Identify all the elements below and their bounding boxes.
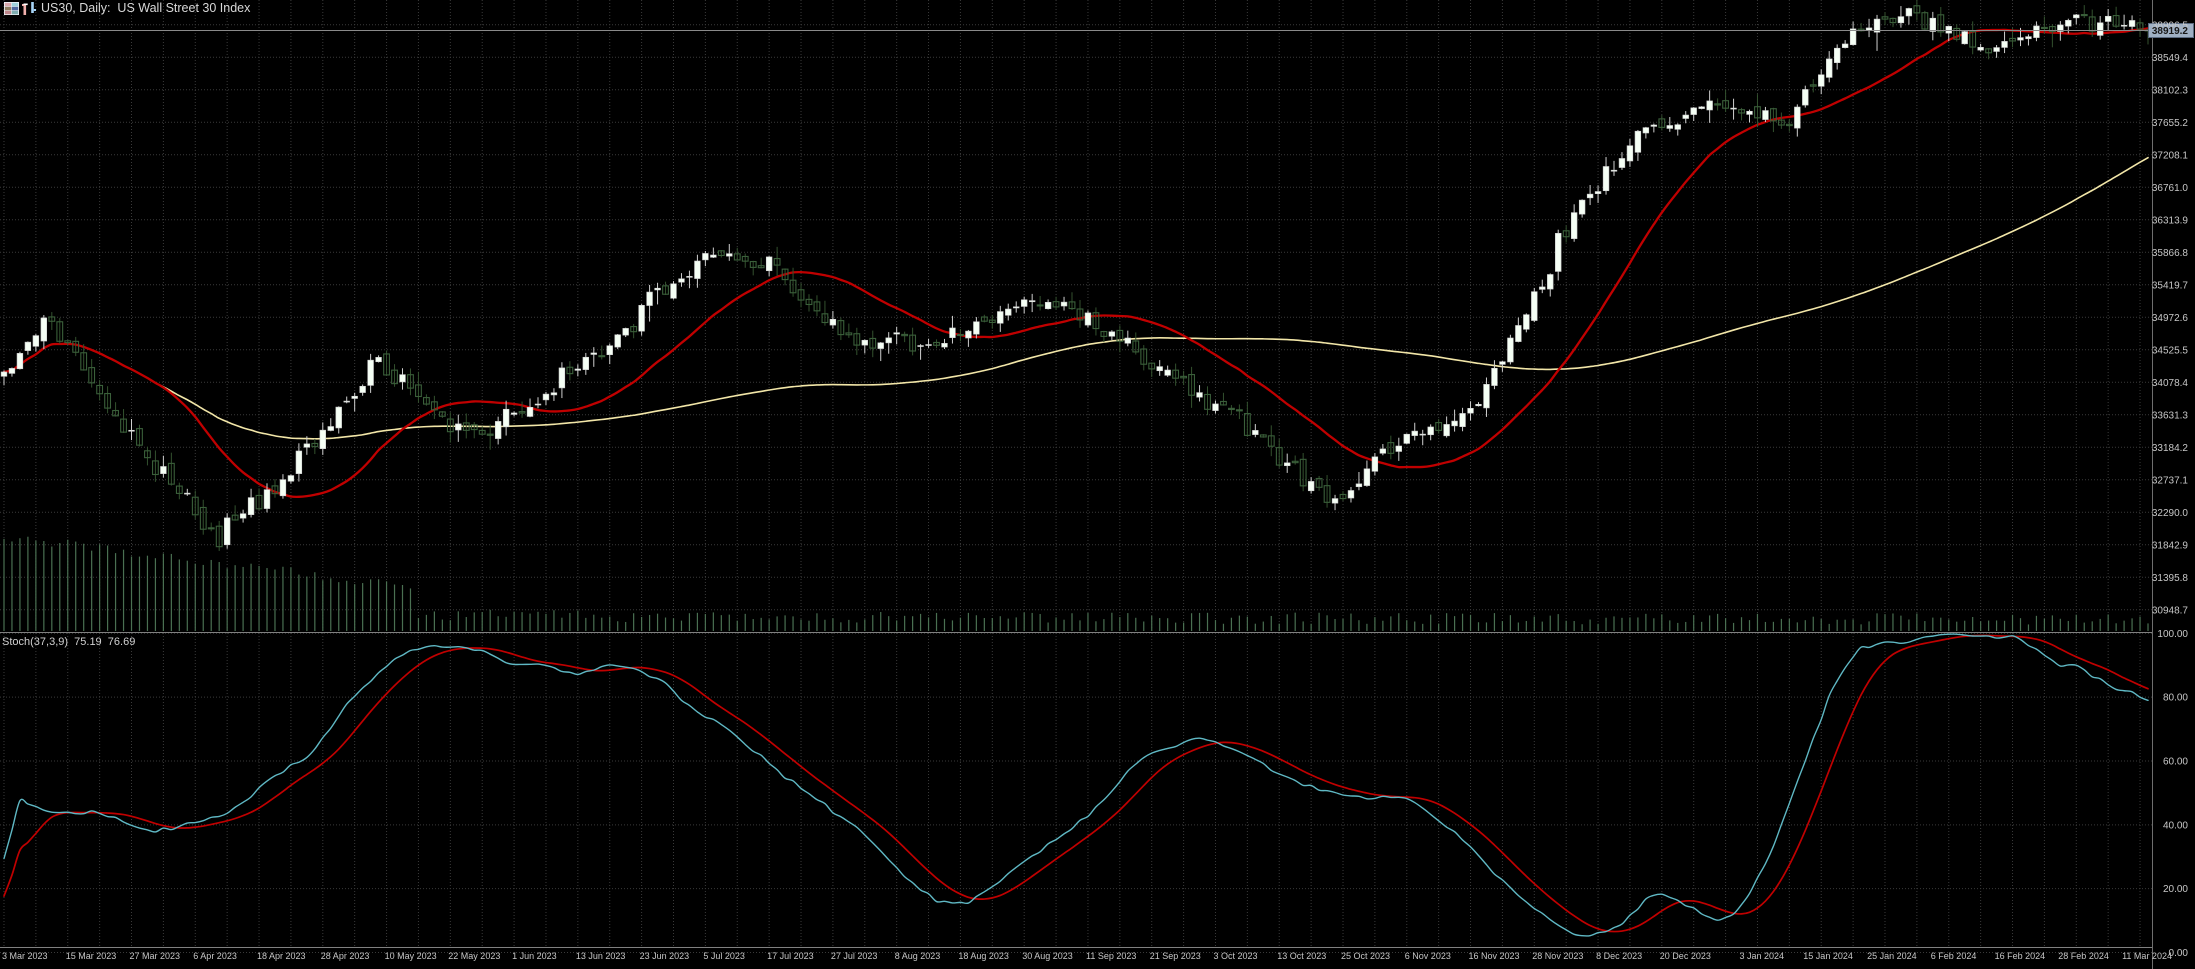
svg-text:18 Aug 2023: 18 Aug 2023 [958,951,1009,961]
svg-text:27 Jul 2023: 27 Jul 2023 [831,951,878,961]
svg-text:36761.0: 36761.0 [2152,183,2189,194]
svg-text:22 May 2023: 22 May 2023 [448,951,500,961]
svg-text:32737.1: 32737.1 [2152,475,2189,486]
svg-text:30 Aug 2023: 30 Aug 2023 [1022,951,1073,961]
svg-text:15 Jan 2024: 15 Jan 2024 [1803,951,1853,961]
svg-text:11 Mar 2024: 11 Mar 2024 [2122,951,2172,961]
svg-text:32290.0: 32290.0 [2152,508,2189,519]
svg-text:16 Nov 2023: 16 Nov 2023 [1469,951,1520,961]
svg-text:38102.3: 38102.3 [2152,85,2189,96]
svg-text:3 Mar 2023: 3 Mar 2023 [2,951,48,961]
svg-text:15 Mar 2023: 15 Mar 2023 [66,951,117,961]
svg-text:21 Sep 2023: 21 Sep 2023 [1150,951,1201,961]
svg-text:11 Sep 2023: 11 Sep 2023 [1086,951,1136,961]
svg-text:34525.5: 34525.5 [2152,345,2189,356]
svg-text:23 Jun 2023: 23 Jun 2023 [640,951,690,961]
svg-text:33184.2: 33184.2 [2152,443,2189,454]
svg-text:25 Oct 2023: 25 Oct 2023 [1341,951,1390,961]
svg-text:16 Feb 2024: 16 Feb 2024 [1995,951,2046,961]
svg-text:1 Jun 2023: 1 Jun 2023 [512,951,557,961]
svg-text:34078.4: 34078.4 [2152,378,2189,389]
svg-text:30948.7: 30948.7 [2152,605,2189,616]
svg-text:35866.8: 35866.8 [2152,248,2189,259]
svg-text:38549.4: 38549.4 [2152,53,2189,64]
svg-text:13 Oct 2023: 13 Oct 2023 [1277,951,1326,961]
svg-text:25 Jan 2024: 25 Jan 2024 [1867,951,1917,961]
svg-text:34972.6: 34972.6 [2152,313,2189,324]
svg-text:27 Mar 2023: 27 Mar 2023 [130,951,181,961]
svg-text:17 Jul 2023: 17 Jul 2023 [767,951,814,961]
svg-text:35419.7: 35419.7 [2152,280,2189,291]
svg-text:5 Jul 2023: 5 Jul 2023 [703,951,745,961]
svg-text:US30, Daily: US Wall Street 3: US30, Daily: US Wall Street 30 Index [41,1,251,15]
svg-text:31395.8: 31395.8 [2152,573,2189,584]
svg-text:Stoch(37,3,9) 75.19 76.69: Stoch(37,3,9) 75.19 76.69 [2,636,135,648]
svg-text:20 Dec 2023: 20 Dec 2023 [1660,951,1711,961]
svg-text:100.00: 100.00 [2157,629,2188,640]
svg-text:6 Feb 2024: 6 Feb 2024 [1931,951,1977,961]
svg-text:20.00: 20.00 [2163,884,2188,895]
svg-text:18 Apr 2023: 18 Apr 2023 [257,951,306,961]
svg-text:6 Nov 2023: 6 Nov 2023 [1405,951,1451,961]
svg-text:3 Jan 2024: 3 Jan 2024 [1740,951,1785,961]
svg-text:8 Aug 2023: 8 Aug 2023 [895,951,941,961]
svg-text:37655.2: 37655.2 [2152,118,2189,129]
svg-text:60.00: 60.00 [2163,757,2188,768]
svg-text:31842.9: 31842.9 [2152,540,2189,551]
svg-text:10 May 2023: 10 May 2023 [385,951,437,961]
svg-text:38919.2: 38919.2 [2152,26,2189,37]
svg-text:28 Feb 2024: 28 Feb 2024 [2058,951,2109,961]
svg-text:28 Apr 2023: 28 Apr 2023 [321,951,370,961]
svg-text:3 Oct 2023: 3 Oct 2023 [1214,951,1258,961]
svg-text:13 Jun 2023: 13 Jun 2023 [576,951,626,961]
svg-text:80.00: 80.00 [2163,693,2188,704]
svg-text:40.00: 40.00 [2163,820,2188,831]
svg-text:8 Dec 2023: 8 Dec 2023 [1596,951,1642,961]
svg-text:33631.3: 33631.3 [2152,410,2189,421]
svg-text:28 Nov 2023: 28 Nov 2023 [1532,951,1583,961]
svg-text:36313.9: 36313.9 [2152,215,2189,226]
svg-text:6 Apr 2023: 6 Apr 2023 [193,951,237,961]
svg-text:37208.1: 37208.1 [2152,150,2189,161]
